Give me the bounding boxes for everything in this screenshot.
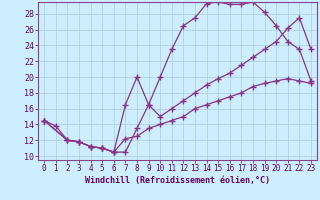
X-axis label: Windchill (Refroidissement éolien,°C): Windchill (Refroidissement éolien,°C) <box>85 176 270 185</box>
